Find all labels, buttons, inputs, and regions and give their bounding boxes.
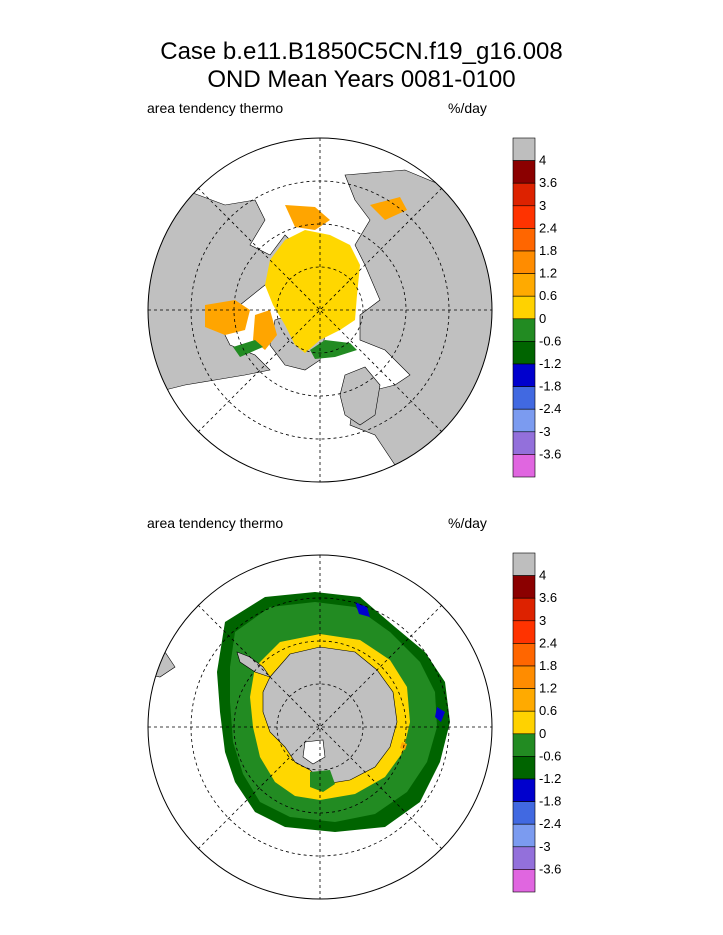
south-map-border [147, 554, 493, 900]
north-colorbar-box [512, 408, 536, 433]
north-colorbar-label: -1.8 [539, 379, 561, 394]
north-colorbar-box [512, 363, 536, 387]
north-colorbar-box [512, 250, 536, 274]
north-left-label: area tendency thermo [147, 100, 284, 116]
north-ice-orange-baffin [253, 310, 277, 350]
south-colorbar-label: -1.8 [539, 794, 561, 809]
north-colorbar-box [512, 295, 536, 320]
north-right-label: %/day [448, 100, 487, 116]
north-colorbar-box [512, 205, 536, 229]
north-ice-yellow [265, 230, 360, 353]
south-ice-blue-patch-2 [435, 707, 445, 722]
north-land-scandinavia [339, 366, 381, 426]
title-line-1: Case b.e11.B1850C5CN.f19_g16.008 [160, 38, 563, 65]
north-colorbar-label: 1.8 [539, 243, 557, 258]
south-colorbar-label: 1.8 [539, 658, 557, 673]
north-ice-orange-hudson [205, 300, 250, 335]
south-colorbar-box [512, 552, 536, 576]
north-colorbar-box [512, 273, 536, 297]
south-graticule [148, 555, 492, 899]
north-colorbar-label: -3 [539, 424, 551, 439]
south-colorbar-box [512, 597, 536, 622]
south-ice-blue-patch-1 [355, 602, 370, 617]
south-land-peninsula [236, 651, 271, 678]
south-colorbar-label: 2.4 [539, 635, 557, 650]
north-colorbar-box [512, 341, 536, 365]
south-colorbar-box [512, 823, 536, 848]
north-colorbar: 4 3.6 3 2.4 1.8 1.2 0.6 0 -0.6 -1.2 -1.8 -2.4 -3 -3.6 [512, 137, 561, 478]
south-colorbar-box [512, 643, 536, 667]
north-map-border [147, 137, 493, 483]
south-right-label: %/day [448, 515, 487, 531]
south-colorbar-box [512, 620, 536, 644]
south-ice-shelf [302, 739, 326, 765]
south-colorbar-box [512, 688, 536, 712]
south-colorbar-box [512, 575, 536, 599]
north-ice-orange-siberia [285, 205, 330, 230]
north-ice-green-labrador [233, 340, 263, 357]
north-colorbar-label: -1.2 [539, 356, 561, 371]
north-colorbar-label: 1.2 [539, 266, 557, 281]
north-ice-orange-east [370, 197, 407, 220]
south-colorbar-label: -0.6 [539, 748, 561, 763]
south-colorbar-box [512, 869, 536, 893]
title-line-2: OND Mean Years 0081-0100 [207, 66, 516, 93]
south-land-south-america [148, 646, 176, 678]
north-colorbar-box [512, 228, 536, 252]
south-colorbar-label: 3.6 [539, 590, 557, 605]
south-colorbar-box [512, 756, 536, 780]
south-colorbar-label: 3 [539, 613, 546, 628]
north-colorbar-label: 3 [539, 198, 546, 213]
north-colorbar-box [512, 318, 536, 342]
north-colorbar-label: -3.6 [539, 446, 561, 461]
south-colorbar-box [512, 733, 536, 757]
south-ice-green-weddell [310, 770, 335, 792]
south-colorbar-box [512, 710, 536, 735]
north-colorbar-box [512, 137, 536, 161]
north-colorbar-box [512, 182, 536, 207]
north-colorbar-label: 3.6 [539, 175, 557, 190]
south-colorbar-box [512, 778, 536, 802]
south-colorbar-box [512, 801, 536, 825]
north-polar-map [147, 137, 493, 483]
north-graticule [148, 138, 492, 482]
north-ice-green-edge [310, 340, 357, 359]
south-colorbar-label: -3.6 [539, 861, 561, 876]
south-polar-map [147, 554, 493, 900]
south-colorbar: 4 3.6 3 2.4 1.8 1.2 0.6 0 -0.6 -1.2 -1.8 -2.4 -3 -3.6 [512, 552, 561, 893]
north-colorbar-box [512, 454, 536, 478]
south-colorbar-box [512, 846, 536, 870]
south-colorbar-label: 0.6 [539, 703, 557, 718]
south-colorbar-label: 0 [539, 726, 546, 741]
north-colorbar-box [512, 160, 536, 184]
north-colorbar-label: 0 [539, 311, 546, 326]
south-land-antarctica [262, 646, 398, 785]
south-colorbar-label: -1.2 [539, 771, 561, 786]
north-colorbar-label: -2.4 [539, 401, 561, 416]
south-colorbar-label: -3 [539, 839, 551, 854]
south-colorbar-label: 1.2 [539, 681, 557, 696]
north-colorbar-box [512, 386, 536, 410]
north-land-eurasia [344, 169, 492, 481]
north-colorbar-label: 2.4 [539, 220, 557, 235]
north-colorbar-box [512, 431, 536, 455]
south-left-label: area tendency thermo [147, 515, 284, 531]
south-colorbar-box [512, 665, 536, 689]
south-colorbar-label: -2.4 [539, 816, 561, 831]
north-colorbar-label: 0.6 [539, 288, 557, 303]
south-colorbar-label: 4 [539, 568, 546, 583]
north-colorbar-label: -0.6 [539, 333, 561, 348]
north-colorbar-label: 4 [539, 153, 546, 168]
